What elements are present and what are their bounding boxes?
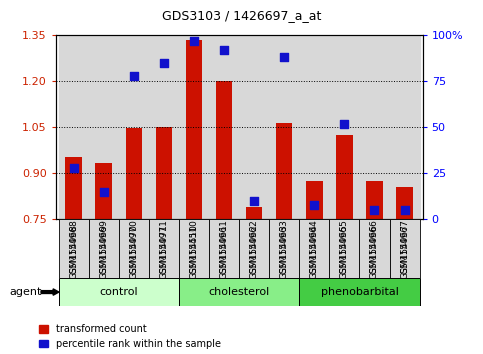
Text: GSM154963: GSM154963	[280, 219, 289, 274]
Text: agent: agent	[10, 287, 42, 297]
Text: GSM154964: GSM154964	[310, 224, 319, 279]
Bar	[156, 127, 172, 219]
Point	[70, 165, 77, 171]
Text: control: control	[99, 287, 138, 297]
Bar	[389, 219, 420, 278]
Bar	[65, 156, 82, 219]
Bar	[216, 81, 232, 219]
Bar	[89, 35, 119, 219]
Text: GSM154969: GSM154969	[99, 219, 108, 274]
Bar	[179, 219, 209, 278]
Bar	[179, 278, 299, 306]
Text: GSM154965: GSM154965	[340, 219, 349, 274]
Text: GSM154968: GSM154968	[69, 219, 78, 274]
Bar	[149, 219, 179, 278]
Text: phenobarbital: phenobarbital	[321, 287, 398, 297]
Bar	[119, 35, 149, 219]
Point	[311, 202, 318, 207]
Bar	[209, 35, 239, 219]
Bar	[359, 219, 389, 278]
Bar	[96, 163, 112, 219]
Bar	[58, 35, 89, 219]
Bar	[359, 35, 389, 219]
Text: GSM154963: GSM154963	[280, 224, 289, 279]
Bar	[246, 207, 262, 219]
Point	[401, 207, 409, 213]
Bar	[126, 129, 142, 219]
Text: GSM154967: GSM154967	[400, 224, 409, 279]
Bar	[269, 35, 299, 219]
Bar	[389, 35, 420, 219]
Bar	[269, 219, 299, 278]
Bar	[239, 219, 269, 278]
Bar	[239, 35, 269, 219]
Text: GSM154961: GSM154961	[220, 224, 228, 279]
Bar	[149, 35, 179, 219]
Bar	[299, 278, 420, 306]
Point	[280, 55, 288, 60]
Bar	[329, 35, 359, 219]
Text: GSM154971: GSM154971	[159, 219, 169, 274]
Text: GSM154967: GSM154967	[400, 219, 409, 274]
Bar	[306, 181, 323, 219]
Text: GSM154961: GSM154961	[220, 219, 228, 274]
Bar	[299, 35, 329, 219]
Bar	[366, 181, 383, 219]
Text: GSM154970: GSM154970	[129, 219, 138, 274]
Bar	[58, 278, 179, 306]
Text: GSM154964: GSM154964	[310, 219, 319, 274]
Bar	[299, 219, 329, 278]
Bar	[185, 40, 202, 219]
Point	[190, 38, 198, 44]
Bar	[119, 219, 149, 278]
Text: GSM154966: GSM154966	[370, 219, 379, 274]
Legend: transformed count, percentile rank within the sample: transformed count, percentile rank withi…	[39, 324, 221, 349]
Point	[220, 47, 228, 53]
Point	[100, 189, 108, 195]
Text: GSM154969: GSM154969	[99, 224, 108, 279]
Text: GSM154966: GSM154966	[370, 224, 379, 279]
Bar	[396, 187, 413, 219]
Text: cholesterol: cholesterol	[209, 287, 270, 297]
Point	[250, 198, 258, 204]
Bar	[276, 123, 293, 219]
Bar	[58, 219, 89, 278]
Point	[341, 121, 348, 127]
Text: GSM154971: GSM154971	[159, 224, 169, 279]
Text: GSM154970: GSM154970	[129, 224, 138, 279]
Point	[160, 60, 168, 66]
Bar	[329, 219, 359, 278]
Point	[370, 207, 378, 213]
Text: GSM154510: GSM154510	[189, 224, 199, 279]
Bar	[89, 219, 119, 278]
Text: GSM154510: GSM154510	[189, 219, 199, 274]
Text: GSM154965: GSM154965	[340, 224, 349, 279]
Text: GSM154962: GSM154962	[250, 219, 258, 274]
Point	[130, 73, 138, 79]
Bar	[209, 219, 239, 278]
Text: GDS3103 / 1426697_a_at: GDS3103 / 1426697_a_at	[162, 9, 321, 22]
Text: GSM154968: GSM154968	[69, 224, 78, 279]
Bar	[179, 35, 209, 219]
Bar	[336, 135, 353, 219]
Text: GSM154962: GSM154962	[250, 224, 258, 279]
